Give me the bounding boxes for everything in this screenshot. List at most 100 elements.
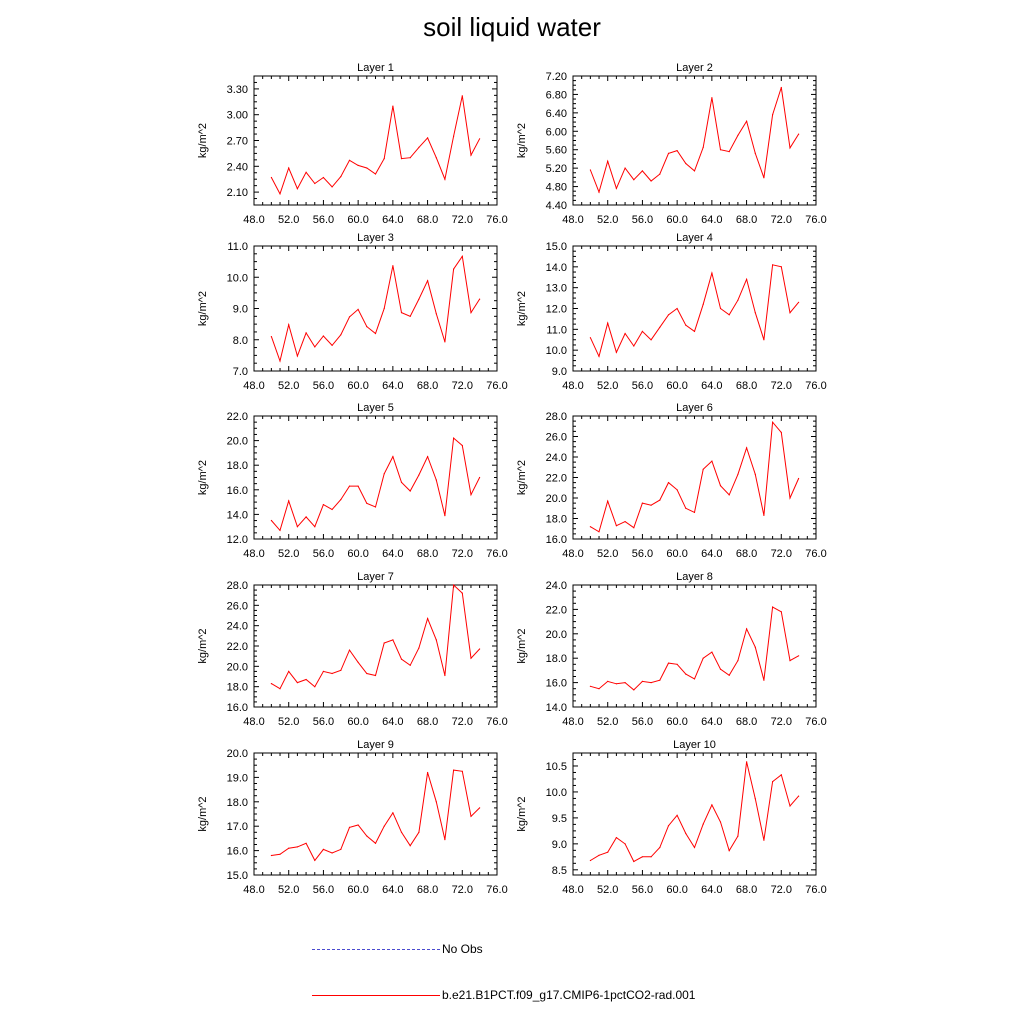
data-point <box>702 823 704 825</box>
data-point <box>789 660 791 662</box>
data-point <box>461 255 463 257</box>
data-point <box>288 324 290 326</box>
data-point <box>676 663 678 665</box>
y-tick-label: 6.80 <box>546 89 567 101</box>
data-point <box>728 151 730 153</box>
y-tick-label: 12.0 <box>227 534 248 546</box>
data-point <box>780 431 782 433</box>
data-point <box>598 531 600 533</box>
data-point <box>676 489 678 491</box>
data-point <box>374 173 377 175</box>
y-tick-label: 18.0 <box>227 460 248 472</box>
data-point <box>470 657 472 659</box>
data-point <box>305 516 307 518</box>
y-tick-label: 2.40 <box>227 161 248 173</box>
data-point <box>322 670 324 673</box>
x-tick-label: 64.0 <box>701 716 722 728</box>
data-point <box>746 628 748 630</box>
subplot-layer-2: Layer 2 48.0 52.0 56.0 60.0 64.0 68.0 72.0 76.0 4… <box>516 62 827 226</box>
y-axis-label: kg/m^2 <box>197 291 209 326</box>
data-point <box>711 804 713 806</box>
data-point <box>305 678 307 681</box>
data-point <box>763 679 765 681</box>
data-point <box>719 485 722 487</box>
data-point <box>607 851 609 853</box>
data-point <box>461 592 463 594</box>
data-point <box>641 502 644 504</box>
data-point <box>702 468 704 470</box>
data-point <box>772 264 774 266</box>
data-point <box>624 167 626 169</box>
data-point <box>427 617 429 620</box>
data-point <box>435 157 437 159</box>
data-point <box>763 514 765 517</box>
data-point <box>279 688 281 690</box>
x-tick-label: 52.0 <box>597 380 618 392</box>
subplot-layer-5: Layer 5 48.0 52.0 56.0 60.0 64.0 68.0 72.0 76.0 1… <box>197 402 508 560</box>
subplot-layer-10: Layer 10 48.0 52.0 56.0 60.0 64.0 68.0 72.0 76.0… <box>516 739 827 896</box>
y-axis-label: kg/m^2 <box>516 123 528 158</box>
y-axis-label: kg/m^2 <box>197 123 209 158</box>
data-point <box>322 176 324 179</box>
x-tick-label: 60.0 <box>666 884 687 896</box>
data-point <box>348 649 351 651</box>
data-point <box>598 688 600 690</box>
data-point <box>633 860 635 863</box>
series-line <box>271 583 480 690</box>
x-tick-label: 68.0 <box>417 716 438 728</box>
data-point <box>305 332 307 334</box>
data-point <box>366 672 368 675</box>
data-point <box>418 831 420 833</box>
data-point <box>676 307 678 310</box>
data-point <box>400 831 403 833</box>
data-point <box>409 157 411 159</box>
data-point <box>659 326 661 328</box>
data-point <box>409 490 411 492</box>
y-tick-label: 16.0 <box>546 534 567 546</box>
data-point <box>676 150 678 152</box>
data-point <box>650 504 652 506</box>
data-point <box>357 164 359 166</box>
data-point <box>479 298 481 300</box>
x-tick-label: 52.0 <box>597 548 618 560</box>
data-point <box>633 345 635 347</box>
data-point <box>409 664 411 666</box>
data-point <box>340 499 342 501</box>
subplot-layer-4: Layer 4 48.0 52.0 56.0 60.0 64.0 68.0 72.0 76.0 9… <box>516 232 827 392</box>
x-tick-label: 72.0 <box>452 548 473 560</box>
data-point <box>418 298 420 300</box>
y-tick-label: 20.0 <box>546 493 567 505</box>
data-point <box>400 312 403 314</box>
y-axis-label: kg/m^2 <box>516 796 528 831</box>
legend-no-obs-line <box>312 949 440 951</box>
data-point <box>400 481 403 483</box>
y-tick-label: 18.0 <box>227 682 248 694</box>
x-tick-label: 52.0 <box>278 716 299 728</box>
data-point <box>754 473 756 475</box>
x-tick-label: 64.0 <box>382 380 403 392</box>
x-tick-label: 76.0 <box>486 548 507 560</box>
y-tick-label: 4.80 <box>546 182 567 194</box>
x-tick-label: 52.0 <box>597 214 618 226</box>
x-tick-label: 76.0 <box>805 214 826 226</box>
data-point <box>737 473 739 475</box>
data-point <box>331 852 333 854</box>
data-point <box>288 167 290 169</box>
data-point <box>624 682 626 684</box>
subplot-title: Layer 1 <box>357 62 394 74</box>
data-point <box>400 158 403 160</box>
data-point <box>798 133 800 135</box>
data-point <box>650 682 652 684</box>
x-tick-label: 48.0 <box>562 380 583 392</box>
data-point <box>650 856 652 858</box>
y-tick-label: 5.60 <box>546 145 567 157</box>
data-point <box>314 182 316 185</box>
x-tick-label: 60.0 <box>666 548 687 560</box>
plot-frame <box>572 245 817 372</box>
x-tick-label: 72.0 <box>452 380 473 392</box>
data-point <box>305 171 307 173</box>
data-point <box>331 344 333 346</box>
data-point <box>789 147 791 149</box>
y-tick-label: 20.0 <box>227 748 248 760</box>
data-point <box>366 502 368 504</box>
